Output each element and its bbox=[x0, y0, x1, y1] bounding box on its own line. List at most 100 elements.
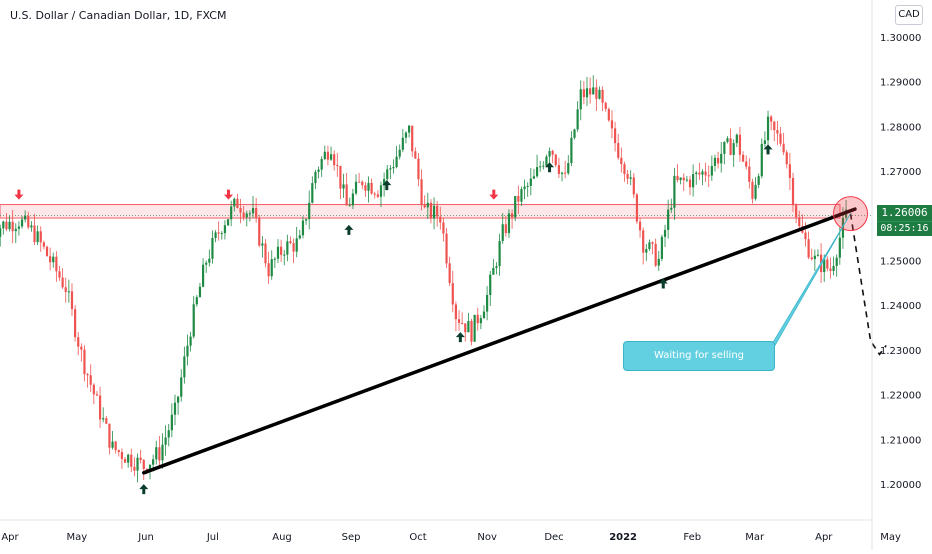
candle-body bbox=[295, 238, 298, 252]
candle-body bbox=[670, 207, 673, 210]
candle-body bbox=[567, 163, 570, 174]
candle bbox=[180, 369, 183, 402]
candle-body bbox=[514, 196, 517, 218]
candle bbox=[301, 216, 305, 239]
candle-body bbox=[177, 396, 180, 403]
candle-body bbox=[638, 221, 642, 231]
candle-body bbox=[632, 177, 635, 195]
candle-body bbox=[201, 264, 205, 287]
candle-body bbox=[414, 151, 417, 159]
candle-body bbox=[339, 165, 342, 189]
candle-body bbox=[542, 165, 545, 167]
candle-body bbox=[139, 457, 142, 460]
candle bbox=[776, 121, 779, 145]
candle-body bbox=[720, 153, 723, 164]
candle-body bbox=[486, 294, 489, 312]
resistance-zone-group bbox=[0, 204, 872, 219]
candle-body bbox=[283, 254, 286, 256]
candle-body bbox=[841, 217, 845, 238]
candle bbox=[161, 433, 164, 469]
candle bbox=[829, 257, 832, 279]
candle-body bbox=[370, 182, 373, 194]
candle bbox=[557, 157, 561, 178]
candle bbox=[698, 162, 701, 180]
up-arrow-icon bbox=[658, 278, 668, 289]
candle-body bbox=[623, 164, 626, 174]
candle bbox=[620, 147, 623, 173]
down-arrow-icon bbox=[14, 189, 24, 200]
candle-body bbox=[92, 384, 95, 395]
candle-body bbox=[61, 277, 64, 288]
y-tick-label: 1.28000 bbox=[880, 122, 921, 133]
candle bbox=[576, 101, 579, 132]
candle-body bbox=[133, 466, 136, 471]
candle-body bbox=[417, 158, 420, 180]
ascending-trendline[interactable] bbox=[142, 207, 857, 475]
candle-body bbox=[635, 194, 639, 222]
candle bbox=[579, 80, 582, 121]
candle-body bbox=[629, 177, 632, 179]
candle bbox=[89, 364, 92, 393]
candle bbox=[267, 251, 270, 285]
x-tick-label: Jul bbox=[206, 532, 219, 543]
candle bbox=[248, 210, 251, 222]
candle bbox=[738, 126, 742, 162]
candle-body bbox=[504, 224, 507, 234]
candle bbox=[436, 201, 439, 227]
currency-button[interactable]: CAD bbox=[895, 5, 923, 25]
annotation-callout[interactable]: Waiting for selling confirmation bbox=[623, 341, 775, 389]
candles-group bbox=[0, 75, 848, 483]
candle-body bbox=[98, 395, 102, 420]
candle bbox=[482, 305, 486, 319]
candle-body bbox=[195, 297, 198, 305]
candle bbox=[445, 228, 448, 269]
candle-body bbox=[276, 246, 280, 259]
candle bbox=[520, 186, 523, 206]
candle-body bbox=[74, 309, 77, 338]
candle-body bbox=[695, 172, 698, 175]
candle-body bbox=[236, 198, 239, 208]
candle-body bbox=[779, 133, 782, 144]
candle bbox=[230, 200, 233, 227]
candle-body bbox=[220, 233, 223, 235]
candle bbox=[52, 252, 55, 268]
candle-body bbox=[776, 130, 779, 134]
candle-body bbox=[507, 213, 511, 234]
candle bbox=[795, 203, 798, 224]
candle bbox=[298, 229, 301, 240]
candle-body bbox=[645, 249, 648, 253]
candle bbox=[364, 181, 367, 197]
candle bbox=[233, 197, 236, 212]
candle-body bbox=[620, 157, 623, 165]
candle bbox=[548, 147, 551, 163]
candle bbox=[239, 198, 242, 224]
candle-body bbox=[261, 243, 264, 246]
candle-body bbox=[654, 243, 657, 266]
candle-body bbox=[704, 171, 707, 176]
candle-body bbox=[398, 149, 401, 157]
x-tick-label: May bbox=[67, 532, 88, 543]
candle-body bbox=[245, 213, 248, 218]
candle bbox=[30, 221, 33, 232]
candle-body bbox=[239, 207, 242, 213]
candle-body bbox=[376, 194, 379, 197]
x-tick-label: Apr bbox=[1, 532, 19, 543]
candle-body bbox=[329, 154, 333, 160]
candle bbox=[339, 165, 342, 200]
candle bbox=[710, 155, 713, 181]
candle-body bbox=[8, 221, 11, 230]
candle-body bbox=[89, 375, 92, 385]
candle bbox=[439, 206, 442, 230]
y-tick-label: 1.22000 bbox=[880, 391, 921, 402]
candle bbox=[489, 270, 492, 307]
candle-body bbox=[198, 286, 202, 298]
candle-body bbox=[835, 257, 838, 266]
candle bbox=[770, 115, 773, 131]
candle-body bbox=[333, 154, 336, 166]
projection-path[interactable] bbox=[849, 213, 887, 356]
candle bbox=[108, 423, 111, 455]
candle-body bbox=[726, 138, 729, 142]
candle-body bbox=[45, 246, 49, 257]
